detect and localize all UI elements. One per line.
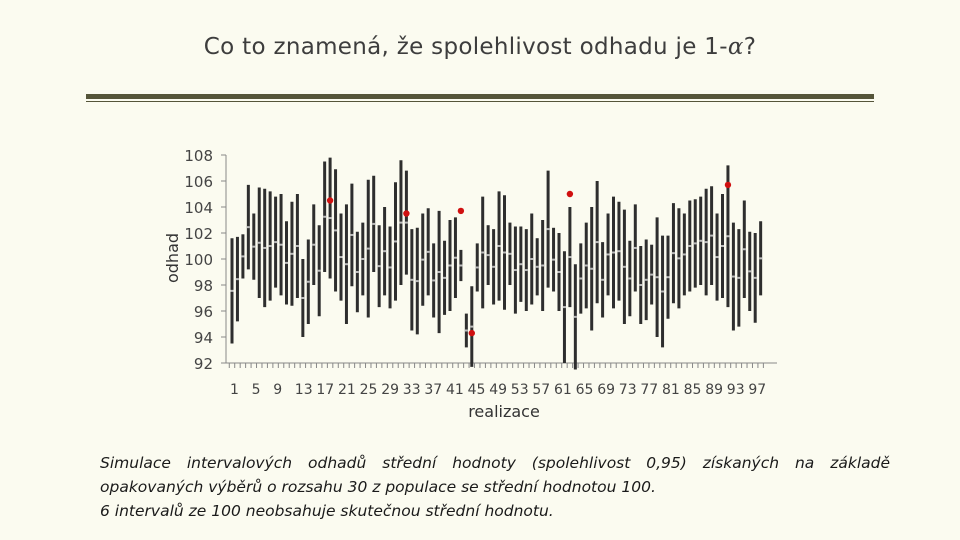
x-tick-label: 81 (662, 382, 680, 398)
x-tick-label: 61 (554, 382, 572, 398)
missed-interval-marker (724, 181, 732, 189)
x-tick-label: 97 (748, 382, 766, 398)
caption-line-2: 6 intervalů ze 100 neobsahuje skutečnou … (100, 502, 554, 520)
missed-interval-marker (566, 190, 574, 198)
x-tick-label: 45 (468, 382, 486, 398)
x-tick-label: 1 (230, 382, 239, 398)
x-tick-label: 9 (273, 382, 282, 398)
x-tick-label: 53 (511, 382, 529, 398)
missed-interval-marker (403, 210, 410, 217)
interval-chart: 108 106 104 102 100 98 96 94 92 1 5 9 13 17 21 25 29 33 37… (163, 147, 777, 421)
x-tick-label: 5 (252, 382, 261, 398)
x-tick-label: 69 (597, 382, 615, 398)
title-rule-thin (86, 101, 874, 102)
x-tick-label: 21 (338, 382, 356, 398)
x-tick-label: 37 (424, 382, 442, 398)
y-axis-title: odhad (163, 233, 182, 283)
x-tick-label: 17 (316, 382, 334, 398)
slide-title: Co to znamená, že spolehlivost odhadu je… (0, 34, 960, 60)
y-tick-label: 108 (184, 147, 213, 165)
missed-interval-marker (468, 329, 475, 337)
y-tick-label: 94 (194, 329, 213, 347)
x-tick-label: 73 (619, 382, 637, 398)
caption: Simulace intervalových odhadů střední ho… (100, 451, 890, 523)
slide-title-suffix: ? (743, 34, 757, 60)
y-tick-label: 100 (184, 251, 213, 269)
missed-interval-marker (326, 197, 334, 204)
x-axis-title: realizace (468, 402, 540, 421)
x-tick-label: 41 (446, 382, 464, 398)
x-tick-label: 89 (705, 382, 723, 398)
y-tick-label: 96 (194, 303, 213, 321)
y-tick-label: 106 (184, 173, 213, 191)
y-tick-label: 98 (194, 277, 213, 295)
missed-interval-marker (457, 207, 465, 215)
x-tick-label: 77 (640, 382, 658, 398)
x-tick-label: 57 (532, 382, 550, 398)
alpha-symbol: α (727, 34, 744, 60)
x-tick-label: 93 (727, 382, 745, 398)
x-tick-label: 25 (360, 382, 378, 398)
slide-title-text: Co to znamená, že spolehlivost odhadu je… (203, 34, 728, 60)
x-tick-label: 85 (684, 382, 702, 398)
y-tick-label: 92 (194, 355, 213, 373)
caption-line-1: Simulace intervalových odhadů střední ho… (100, 454, 890, 496)
x-tick-label: 65 (576, 382, 594, 398)
x-tick-label: 13 (295, 382, 313, 398)
x-tick-label: 33 (403, 382, 421, 398)
x-tick-label: 29 (381, 382, 399, 398)
y-tick-label: 102 (184, 225, 213, 243)
y-tick-label: 104 (184, 199, 213, 217)
x-tick-label: 49 (489, 382, 507, 398)
title-rule-thick (86, 94, 874, 99)
